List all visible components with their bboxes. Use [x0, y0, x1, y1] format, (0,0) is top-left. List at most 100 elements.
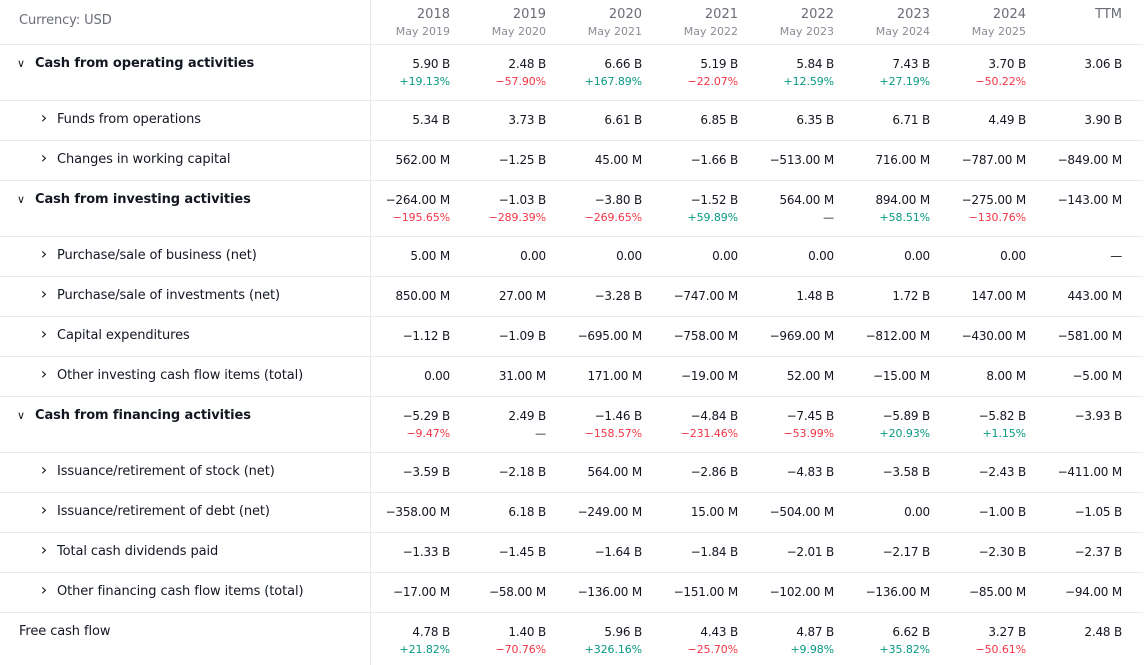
value: −2.43 B [978, 465, 1027, 479]
row-total-cash-dividends-paid[interactable]: › Total cash dividends paid −1.33 B −1.45 B… [0, 533, 1143, 573]
column-period: May 2025 [971, 25, 1026, 38]
column-period: May 2019 [395, 25, 450, 38]
value-cell: 564.00 M — [744, 181, 834, 236]
value: 6.35 B [796, 113, 834, 127]
value: −430.00 M [961, 329, 1027, 343]
value: −2.01 B [786, 545, 835, 559]
value-cell: −264.00 M −195.65% [360, 181, 451, 236]
chevron-right-icon[interactable]: › [40, 460, 48, 479]
chevron-right-icon[interactable]: › [40, 580, 48, 599]
value: 6.71 B [892, 113, 930, 127]
row-label: Free cash flow [19, 624, 111, 639]
column-header-2024[interactable]: 2024 May 2025 [936, 0, 1026, 44]
column-header-ttm[interactable]: TTM [1032, 0, 1122, 44]
value: 3.06 B [1084, 57, 1122, 71]
chevron-right-icon[interactable]: › [40, 364, 48, 383]
value: −94.00 M [1065, 585, 1122, 599]
value-cell: 31.00 M [456, 357, 546, 396]
value: −3.58 B [882, 465, 931, 479]
value-cell: 4.49 B [936, 101, 1026, 140]
row-capital-expenditures[interactable]: › Capital expenditures −1.12 B −1.09 B −695.… [0, 317, 1143, 357]
value: 564.00 M [779, 193, 834, 207]
value-cell: −2.18 B [456, 453, 547, 492]
value-cell: −787.00 M [936, 141, 1027, 180]
value: −15.00 M [873, 369, 930, 383]
column-header-2019[interactable]: 2019 May 2020 [456, 0, 546, 44]
row-cash-from-operating-activities[interactable]: ∨ Cash from operating activities 5.90 B +19… [0, 45, 1143, 101]
value-cell: 0.00 [552, 237, 642, 276]
row-label: Total cash dividends paid [57, 544, 219, 559]
column-header-2023[interactable]: 2023 May 2024 [840, 0, 930, 44]
value-cell: −2.17 B [840, 533, 931, 572]
value-cell: 6.18 B [456, 493, 546, 532]
value-cell: 27.00 M [456, 277, 546, 316]
row-cash-from-investing-activities[interactable]: ∨ Cash from investing activities −264.00 M… [0, 181, 1143, 237]
value: −58.00 M [489, 585, 546, 599]
value: 0.00 [904, 505, 930, 519]
value: 3.70 B [988, 57, 1026, 71]
value-cell: 0.00 [456, 237, 546, 276]
change-percent: −195.65% [392, 211, 450, 224]
row-issuance-retirement-of-stock[interactable]: › Issuance/retirement of stock (net) −3.59… [0, 453, 1143, 493]
row-issuance-retirement-of-debt[interactable]: › Issuance/retirement of debt (net) −358.0… [0, 493, 1143, 533]
value-cell: −3.58 B [840, 453, 931, 492]
chevron-right-icon[interactable]: › [40, 324, 48, 343]
value-cell: — [1032, 237, 1122, 276]
value-cell: −1.33 B [360, 533, 451, 572]
column-header-2020[interactable]: 2020 May 2021 [552, 0, 642, 44]
value: −249.00 M [577, 505, 643, 519]
chevron-down-icon[interactable]: ∨ [16, 193, 26, 206]
row-purchase-sale-of-business[interactable]: › Purchase/sale of business (net) 5.00 M 0.… [0, 237, 1143, 277]
change-percent: −158.57% [584, 427, 642, 440]
value-cell: 716.00 M [840, 141, 930, 180]
chevron-down-icon[interactable]: ∨ [16, 409, 26, 422]
value-cell: −3.80 B −269.65% [552, 181, 643, 236]
value: −4.84 B [690, 409, 739, 423]
value: 4.43 B [700, 625, 738, 639]
row-other-investing-cash-flow-items[interactable]: › Other investing cash flow items (total)… [0, 357, 1143, 397]
row-label-cell: › Changes in working capital [0, 141, 371, 180]
change-percent: +167.89% [584, 75, 642, 88]
column-header-2022[interactable]: 2022 May 2023 [744, 0, 834, 44]
value: 31.00 M [498, 369, 546, 383]
value: 7.43 B [892, 57, 930, 71]
row-cash-from-financing-activities[interactable]: ∨ Cash from financing activities −5.29 B −9… [0, 397, 1143, 453]
value-cell: 3.73 B [456, 101, 546, 140]
chevron-right-icon[interactable]: › [40, 284, 48, 303]
row-label-cell: › Purchase/sale of business (net) [0, 237, 371, 276]
chevron-right-icon[interactable]: › [40, 540, 48, 559]
value-cell: 850.00 M [360, 277, 450, 316]
value: 8.00 M [986, 369, 1026, 383]
row-purchase-sale-of-investments[interactable]: › Purchase/sale of investments (net) 850.0… [0, 277, 1143, 317]
value: −3.93 B [1074, 409, 1123, 423]
change-percent: −130.76% [968, 211, 1026, 224]
row-label: Cash from operating activities [35, 56, 255, 71]
value: 3.27 B [988, 625, 1026, 639]
column-header-2018[interactable]: 2018 May 2019 [360, 0, 450, 44]
column-period: May 2023 [779, 25, 834, 38]
chevron-right-icon[interactable]: › [40, 108, 48, 127]
column-header-2021[interactable]: 2021 May 2022 [648, 0, 738, 44]
value: 564.00 M [587, 465, 642, 479]
value-cell: −94.00 M [1032, 573, 1122, 612]
value-cell: 1.72 B [840, 277, 930, 316]
row-label-cell: › Total cash dividends paid [0, 533, 371, 572]
value-cell: −1.52 B +59.89% [648, 181, 739, 236]
change-percent: +58.51% [879, 211, 931, 224]
row-funds-from-operations[interactable]: › Funds from operations 5.34 B 3.73 B 6.61 B… [0, 101, 1143, 141]
row-label-cell: ∨ Cash from investing activities [0, 181, 371, 236]
row-other-financing-cash-flow-items[interactable]: › Other financing cash flow items (total)… [0, 573, 1143, 613]
chevron-right-icon[interactable]: › [40, 244, 48, 263]
change-percent: −57.90% [495, 75, 547, 88]
value-cell: −4.84 B −231.46% [648, 397, 739, 452]
value-cell: −5.89 B +20.93% [840, 397, 931, 452]
header-label-cell: Currency: USD [0, 0, 371, 44]
chevron-right-icon[interactable]: › [40, 500, 48, 519]
column-year: 2018 [416, 7, 450, 22]
value-cell: 3.70 B −50.22% [936, 45, 1027, 100]
value-cell: −695.00 M [552, 317, 643, 356]
chevron-down-icon[interactable]: ∨ [16, 57, 26, 70]
row-changes-in-working-capital[interactable]: › Changes in working capital 562.00 M −1.25… [0, 141, 1143, 181]
value-cell: 443.00 M [1032, 277, 1122, 316]
chevron-right-icon[interactable]: › [40, 148, 48, 167]
